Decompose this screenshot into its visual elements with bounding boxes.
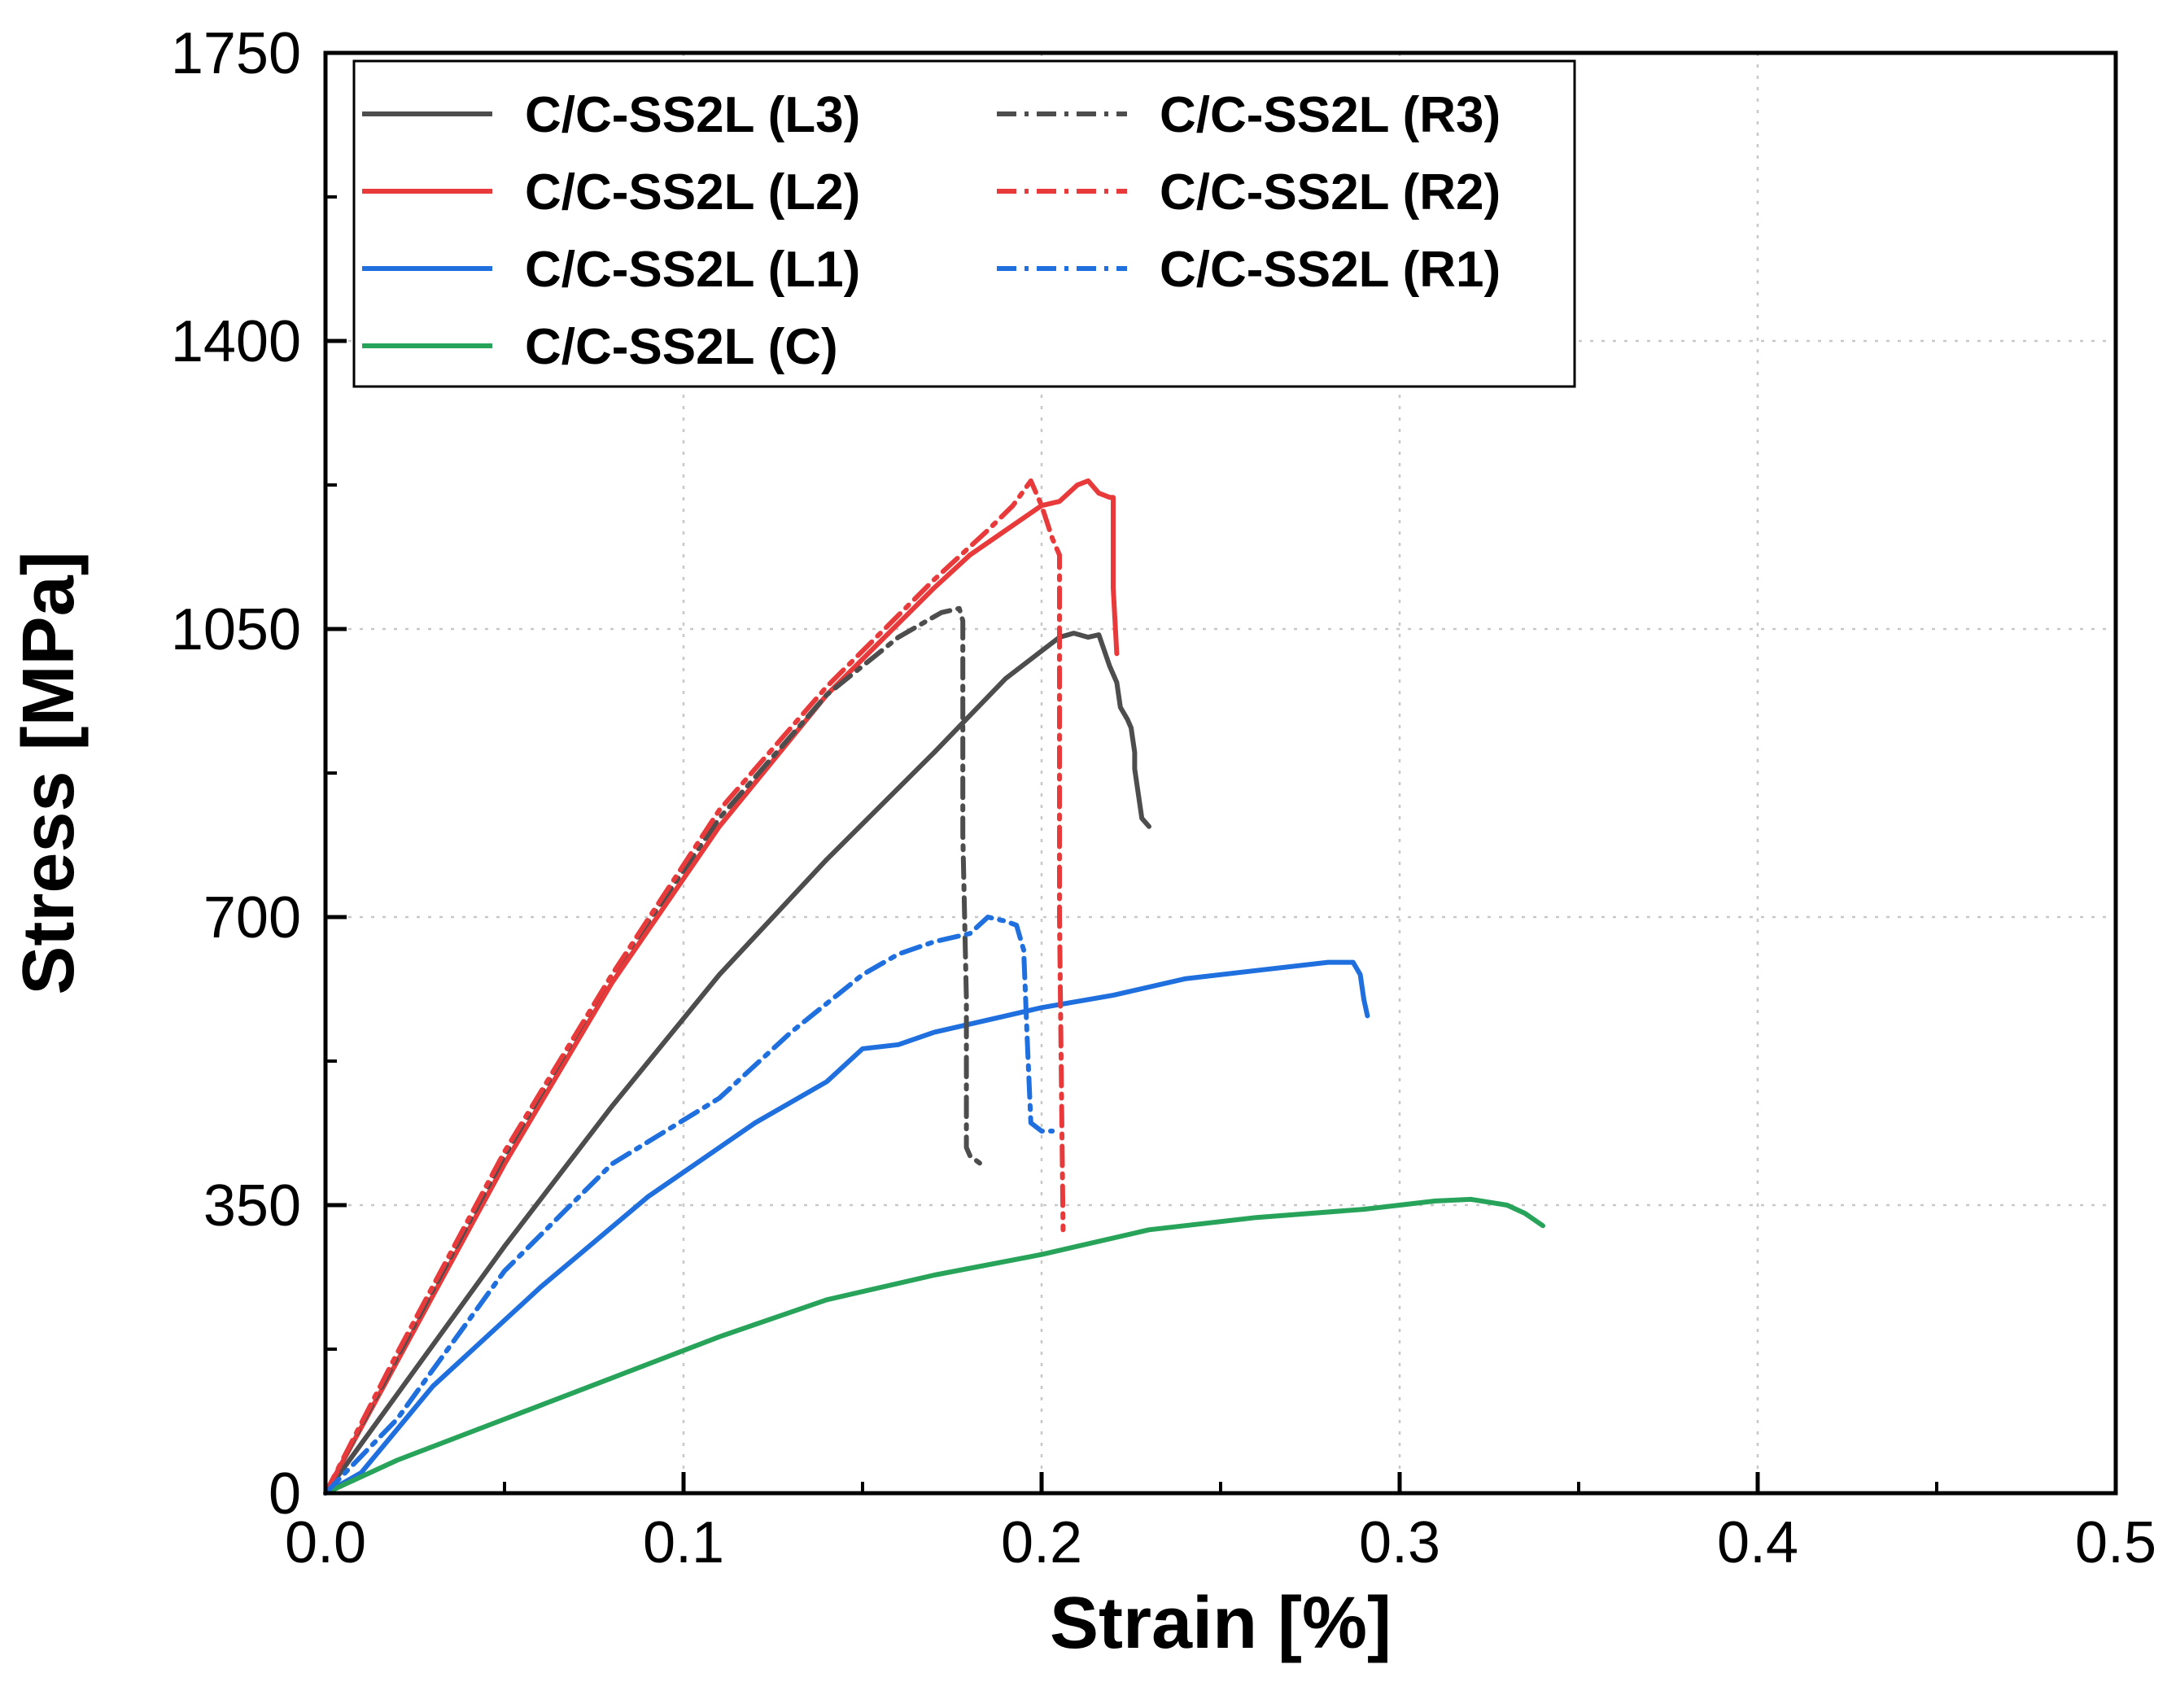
y-tick-label: 700 xyxy=(203,885,301,950)
y-tick-label: 1050 xyxy=(171,597,301,662)
y-tick-label: 1400 xyxy=(171,309,301,374)
x-tick-label: 0.2 xyxy=(1001,1510,1082,1575)
x-tick-label: 0.4 xyxy=(1717,1510,1798,1575)
y-tick-label: 0 xyxy=(269,1461,301,1527)
legend-label: C/C-SS2L (R1) xyxy=(1160,242,1501,298)
series-line-3 xyxy=(323,959,1370,1496)
series-line-1 xyxy=(323,631,1151,1496)
data-series xyxy=(323,478,1545,1496)
legend-box xyxy=(352,59,1576,388)
series-line-2 xyxy=(323,478,1120,1496)
legend: C/C-SS2L (L3) C/C-SS2L (L2) C/C-SS2L (L1) C… xyxy=(352,59,1576,388)
axis-ticks xyxy=(323,50,2118,1496)
x-tick-label: 0.5 xyxy=(2075,1510,2156,1575)
series-line-6 xyxy=(323,478,1066,1496)
x-tick-label: 0.0 xyxy=(285,1510,366,1575)
legend-label: C/C-SS2L (R3) xyxy=(1160,87,1501,143)
y-axis-title: Stress [MPa] xyxy=(8,551,90,994)
legend-label: C/C-SS2L (C) xyxy=(525,319,838,375)
series-line-7 xyxy=(323,915,1055,1496)
legend-label: C/C-SS2L (L1) xyxy=(525,242,860,298)
x-tick-label: 0.1 xyxy=(643,1510,724,1575)
tick-labels: 0.0 0.1 0.2 0.3 0.4 0.5 0 350 700 1050 1400 1750 xyxy=(171,21,2156,1575)
series-line-4 xyxy=(323,1196,1545,1496)
legend-label: C/C-SS2L (L2) xyxy=(525,164,860,221)
y-tick-label: 1750 xyxy=(171,21,301,86)
legend-label: C/C-SS2L (R2) xyxy=(1160,164,1501,221)
legend-label: C/C-SS2L (L3) xyxy=(525,87,860,143)
x-axis-title: Strain [%] xyxy=(1050,1583,1392,1664)
x-tick-label: 0.3 xyxy=(1359,1510,1440,1575)
y-tick-label: 350 xyxy=(203,1173,301,1238)
